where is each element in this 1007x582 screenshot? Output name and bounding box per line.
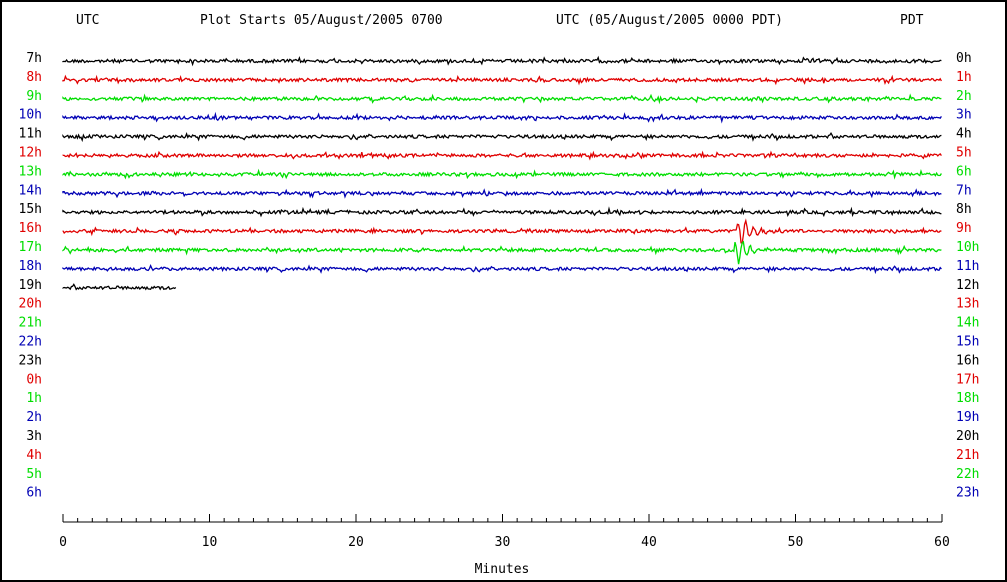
utc-hour-label: 13h: [19, 164, 42, 179]
utc-hour-label: 20h: [19, 297, 42, 312]
pdt-hour-label: 7h: [956, 183, 972, 198]
pdt-hour-label: 11h: [956, 259, 979, 274]
pdt-hour-label: 22h: [956, 467, 979, 482]
plot-start-title: Plot Starts 05/August/2005 0700: [200, 13, 443, 28]
utc-hour-label: 22h: [19, 335, 42, 350]
pdt-hour-label: 19h: [956, 410, 979, 425]
x-tick-label: 30: [495, 535, 511, 550]
x-axis-label: Minutes: [475, 562, 530, 577]
utc-hour-label: 0h: [26, 372, 42, 387]
utc-hour-label: 11h: [19, 127, 42, 142]
pdt-hour-label: 6h: [956, 164, 972, 179]
utc-hour-label: 3h: [26, 429, 42, 444]
seismic-trace: [62, 206, 942, 218]
utc-hour-label: 17h: [19, 240, 42, 255]
pdt-hour-label: 15h: [956, 335, 979, 350]
seismic-trace: [62, 93, 942, 105]
utc-hour-label: 8h: [26, 70, 42, 85]
pdt-hour-label: 20h: [956, 429, 979, 444]
utc-hour-label: 4h: [26, 448, 42, 463]
pdt-hour-label: 13h: [956, 297, 979, 312]
seismic-trace: [62, 131, 942, 143]
pdt-hour-label: 9h: [956, 221, 972, 236]
seismic-trace: [62, 150, 942, 161]
x-tick-label: 60: [934, 535, 950, 550]
utc-hour-label: 19h: [19, 278, 42, 293]
seismic-trace: [62, 283, 177, 291]
utc-hour-label: 5h: [26, 467, 42, 482]
utc-header: UTC: [76, 13, 99, 28]
utc-hour-label: 15h: [19, 202, 42, 217]
pdt-hour-label: 4h: [956, 127, 972, 142]
pdt-hour-label: 1h: [956, 70, 972, 85]
pdt-hour-label: 3h: [956, 108, 972, 123]
x-tick-label: 20: [348, 535, 364, 550]
pdt-hour-label: 0h: [956, 51, 972, 66]
pdt-hour-label: 23h: [956, 486, 979, 501]
trace-group: [62, 55, 942, 291]
pdt-hour-label: 10h: [956, 240, 979, 255]
utc-hour-label: 7h: [26, 51, 42, 66]
pdt-hour-label: 18h: [956, 391, 979, 406]
pdt-header: PDT: [900, 13, 924, 28]
seismic-trace: [62, 218, 942, 244]
pdt-hour-label: 14h: [956, 316, 979, 331]
seismic-trace: [62, 264, 942, 275]
pdt-hour-label: 17h: [956, 372, 979, 387]
pdt-hour-label: 21h: [956, 448, 979, 463]
seismic-trace: [62, 111, 942, 124]
seismic-trace: [62, 240, 942, 265]
x-axis: 0 10 20 30 40 50 60: [59, 514, 950, 550]
utc-hour-label: 2h: [26, 410, 42, 425]
utc-hour-label: 10h: [19, 108, 42, 123]
utc-hour-label: 6h: [26, 486, 42, 501]
x-tick-label: 0: [59, 535, 67, 550]
utc-hour-label: 12h: [19, 146, 42, 161]
x-tick-label: 50: [788, 535, 804, 550]
seismic-trace: [62, 187, 942, 199]
seismic-trace: [62, 168, 942, 180]
utc-hour-label: 23h: [19, 353, 42, 368]
x-tick-label: 40: [641, 535, 657, 550]
utc-pdt-header: UTC (05/August/2005 0000 PDT): [556, 13, 783, 28]
pdt-hour-label: 8h: [956, 202, 972, 217]
seismic-trace: [62, 55, 942, 67]
utc-hour-label: 14h: [19, 183, 42, 198]
pdt-hour-label: 12h: [956, 278, 979, 293]
utc-hour-label: 9h: [26, 89, 42, 104]
pdt-hour-label: 5h: [956, 146, 972, 161]
utc-hour-label: 16h: [19, 221, 42, 236]
pdt-hour-label: 2h: [956, 89, 972, 104]
utc-hour-label: 21h: [19, 316, 42, 331]
hour-label-group: 7h 0h 8h 1h 9h 2h 10h 3h 11h 4h 12h 5h 13h 6h 14h 7h 15h…: [19, 51, 980, 501]
x-tick-label: 10: [202, 535, 218, 550]
pdt-hour-label: 16h: [956, 353, 979, 368]
utc-hour-label: 18h: [19, 259, 42, 274]
seismic-trace: [62, 74, 942, 86]
utc-hour-label: 1h: [26, 391, 42, 406]
